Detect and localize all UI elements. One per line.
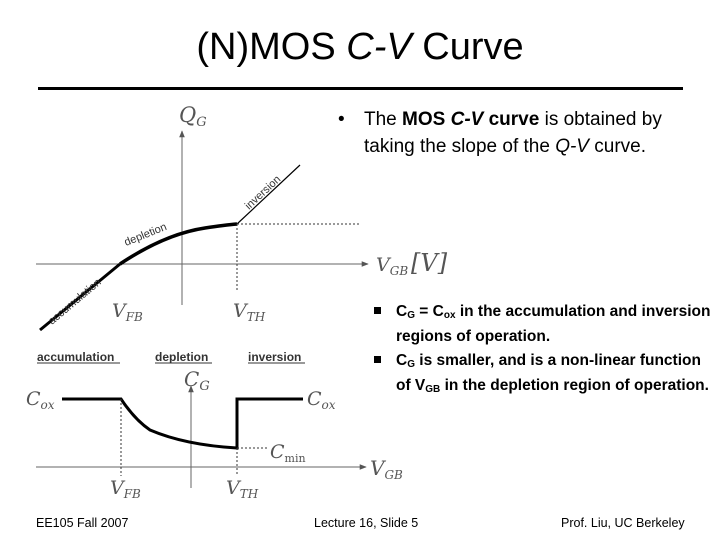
title-underline	[38, 87, 683, 90]
cv-vth-label: VTH	[226, 477, 259, 501]
cv-cox-right-label: Cox	[307, 388, 336, 412]
bullet-dot: •	[338, 109, 345, 130]
qv-x-axis-label: VGB	[376, 254, 408, 278]
title-prefix: (N)MOS	[196, 26, 347, 68]
square-bullet-icon	[374, 307, 381, 314]
qv-region-accumulation: accumulation	[46, 276, 103, 327]
qv-region-inversion: inversion	[243, 173, 283, 212]
qv-curve-depletion	[119, 222, 238, 266]
qv-vth-label: VTH	[233, 300, 266, 324]
qv-curve-inversion	[236, 164, 301, 225]
cv-curve	[62, 397, 303, 450]
cv-cox-left-label: Cox	[26, 388, 55, 412]
qv-x-axis-unit: [V]	[411, 249, 448, 277]
cv-cmin-label: Cmin	[270, 441, 306, 465]
slide-title: (N)MOS C-V Curve	[0, 24, 720, 70]
qv-vfb-label: VFB	[112, 300, 143, 324]
footer-slide-number: Lecture 16, Slide 5	[314, 516, 419, 530]
square-bullet-icon	[374, 356, 381, 363]
sub-bullet-2: CG is smaller, and is a non-linear funct…	[372, 350, 717, 400]
footer-course: EE105 Fall 2007	[36, 516, 129, 530]
sub-bullet-1: CG = Cox in the accumulation and inversi…	[372, 301, 717, 347]
cv-y-axis-label: CG	[184, 367, 210, 394]
title-italic: C-V	[346, 26, 412, 68]
cv-x-axis-label: VGB	[370, 456, 403, 482]
title-suffix: Curve	[411, 26, 524, 68]
cv-header-inversion: inversion	[248, 350, 301, 364]
main-bullet-list: • The MOS C-V curve is obtained by takin…	[338, 106, 713, 160]
qv-y-axis-label: QG	[179, 103, 207, 130]
qv-region-depletion: depletion	[123, 221, 169, 249]
cv-header-accumulation: accumulation	[37, 350, 114, 364]
sub-bullet-list: CG = Cox in the accumulation and inversi…	[372, 301, 717, 403]
cv-vfb-label: VFB	[110, 477, 141, 501]
cv-header-depletion: depletion	[155, 350, 208, 364]
qv-curve-accumulation	[39, 262, 121, 332]
main-bullet: • The MOS C-V curve is obtained by takin…	[338, 106, 713, 160]
footer-author: Prof. Liu, UC Berkeley	[561, 516, 685, 530]
